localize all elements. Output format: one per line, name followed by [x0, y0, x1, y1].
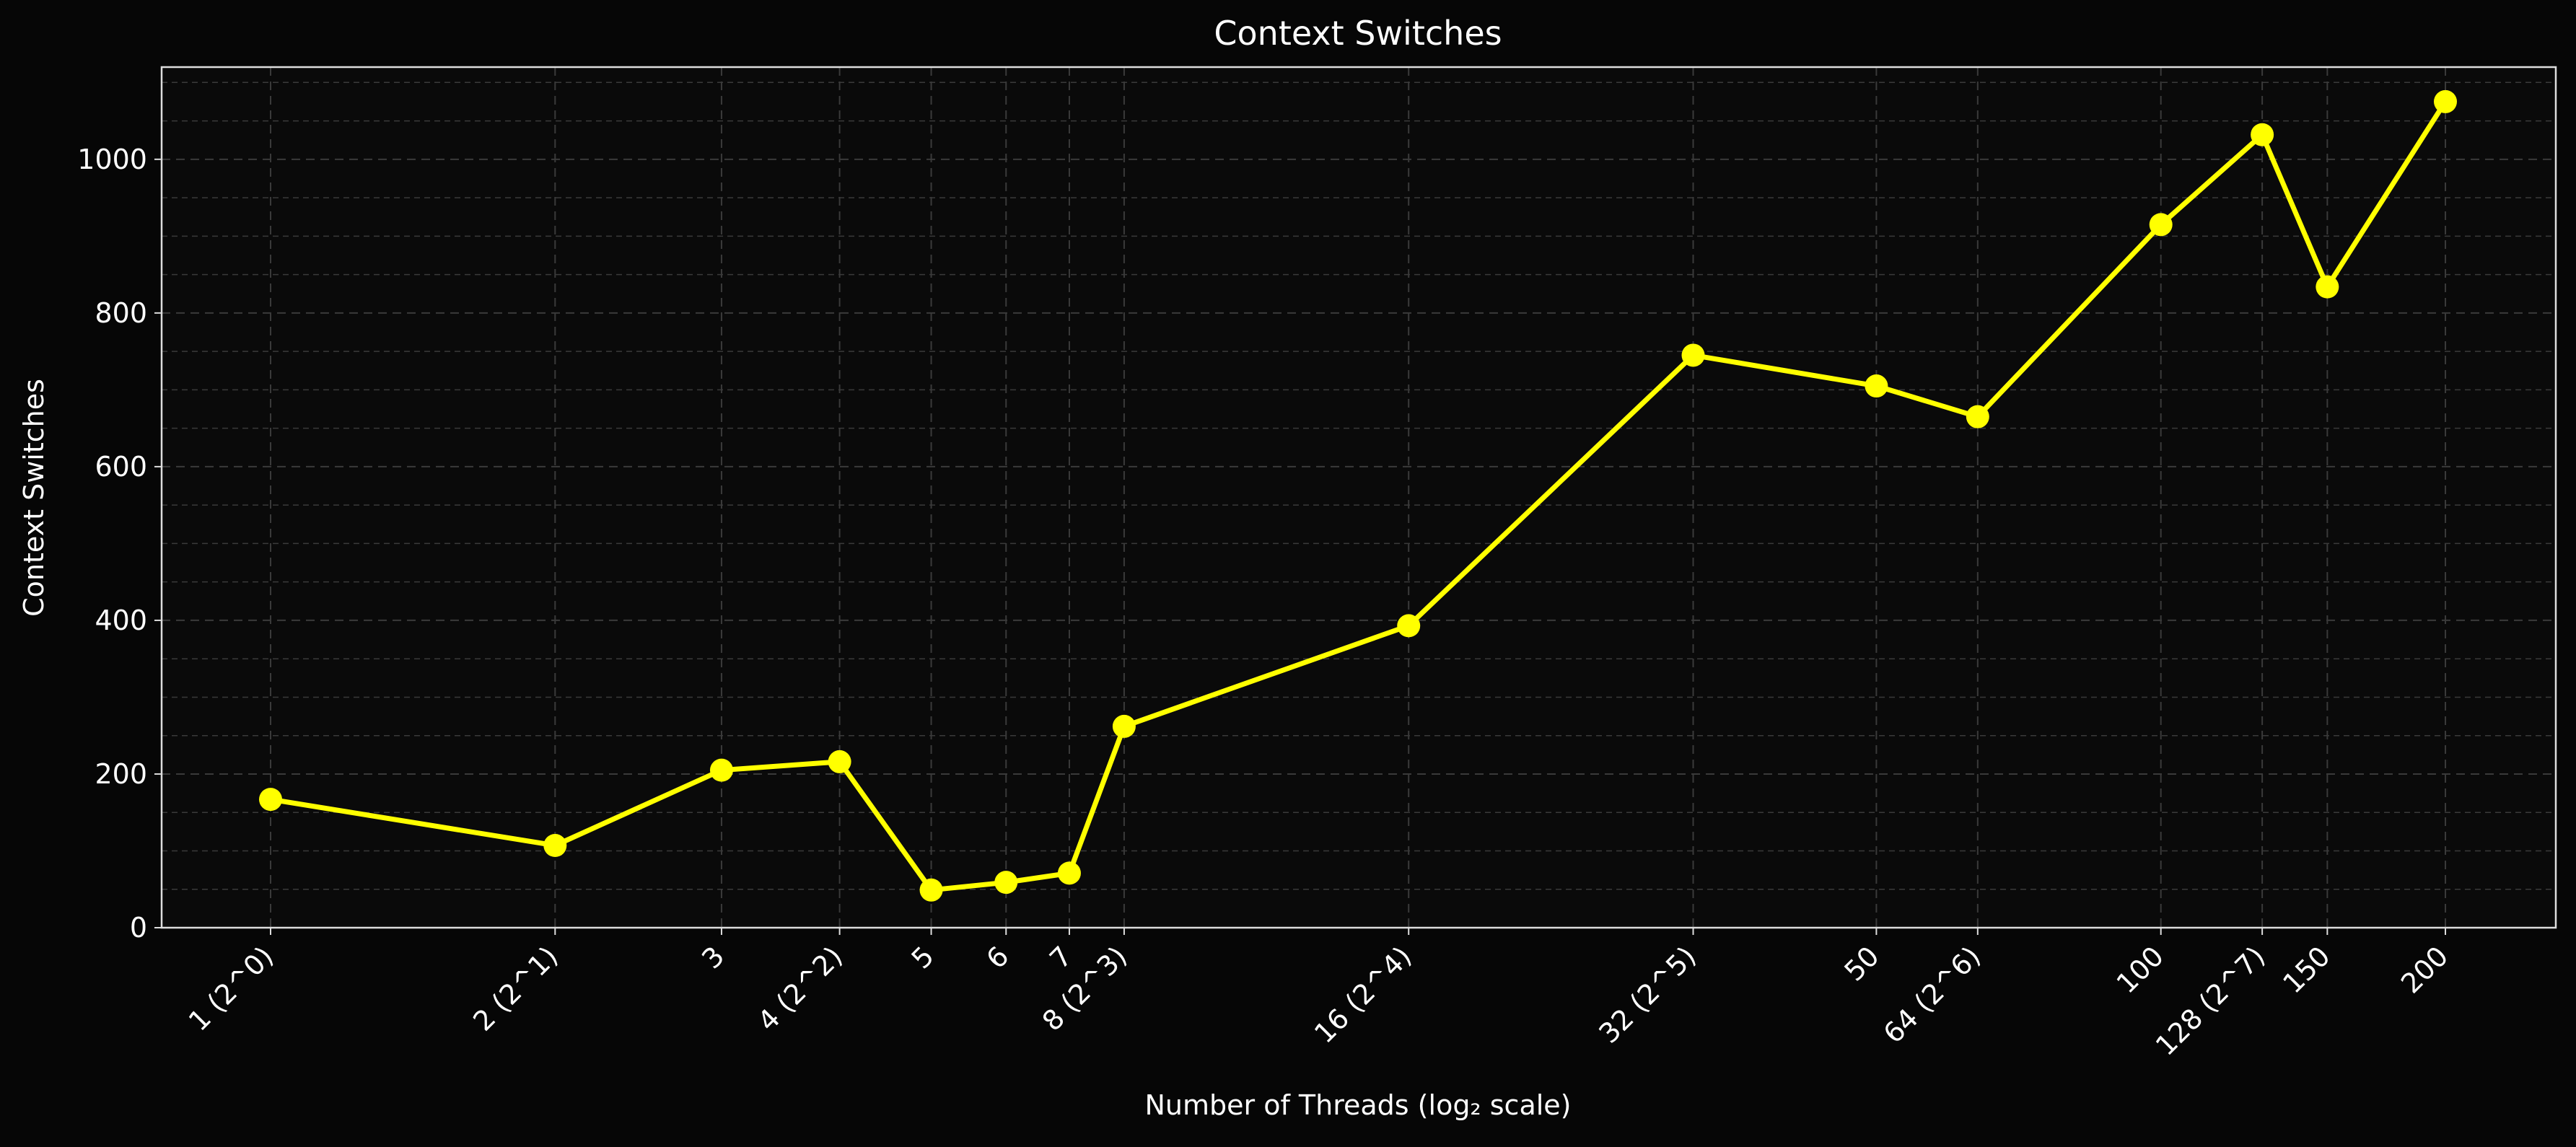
- data-point: [1865, 374, 1888, 398]
- y-tick-label: 600: [95, 451, 147, 483]
- axes-frame: [160, 66, 2557, 929]
- y-axis-label: Context Switches: [18, 379, 50, 617]
- y-tick-label: 800: [95, 297, 147, 329]
- data-point: [1397, 614, 1421, 638]
- data-point: [259, 788, 282, 812]
- data-point: [1112, 714, 1136, 738]
- y-tick-label: 0: [130, 912, 147, 944]
- minor-grid: [162, 82, 2556, 890]
- y-tick-label: 1000: [77, 144, 147, 175]
- data-point: [2316, 275, 2339, 299]
- data-point: [543, 834, 567, 858]
- data-point: [919, 878, 943, 902]
- x-axis-label: Number of Threads (log₂ scale): [1145, 1089, 1572, 1121]
- series-line: [268, 99, 2448, 893]
- y-tick-label: 400: [95, 605, 147, 636]
- data-point: [1966, 405, 1989, 429]
- data-point: [2149, 213, 2173, 237]
- data-point: [1057, 861, 1081, 885]
- chart-title: Context Switches: [1214, 14, 1502, 53]
- data-point: [994, 871, 1018, 895]
- data-point: [828, 750, 851, 773]
- y-axis: 0 200 400 600 800 1000: [77, 144, 162, 944]
- data-point: [2434, 89, 2457, 113]
- plot-area: [162, 67, 2556, 928]
- series-layer: [259, 89, 2457, 902]
- data-point: [2251, 123, 2274, 146]
- y-tick-label: 200: [95, 758, 147, 790]
- data-point: [1681, 343, 1705, 367]
- data-point: [709, 758, 733, 782]
